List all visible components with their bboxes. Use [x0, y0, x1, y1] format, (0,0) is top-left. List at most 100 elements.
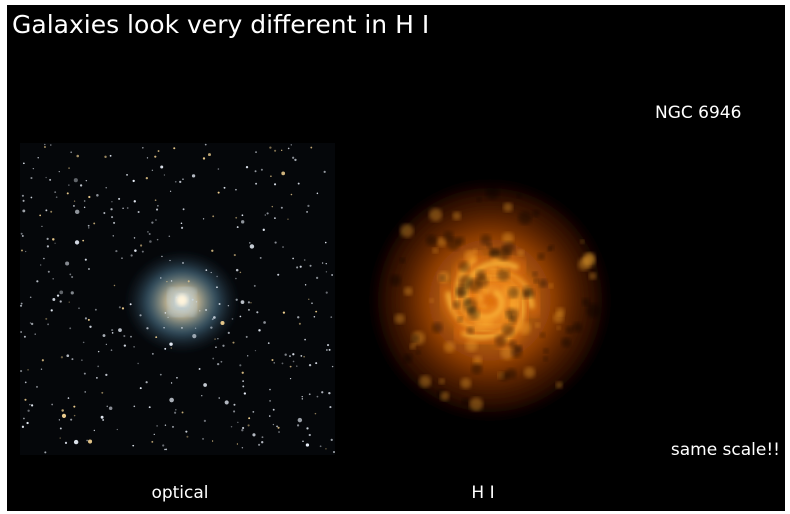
decoration	[389, 274, 402, 287]
decoration	[110, 349, 113, 351]
decoration	[494, 334, 507, 347]
decoration	[245, 335, 248, 338]
decoration	[133, 346, 135, 348]
decoration	[523, 366, 536, 379]
decoration	[586, 303, 601, 318]
decoration	[303, 355, 305, 358]
decoration	[301, 398, 304, 400]
decoration	[475, 269, 486, 280]
decoration	[464, 249, 477, 263]
decoration	[216, 362, 220, 366]
decoration	[170, 382, 173, 384]
decoration	[154, 155, 157, 158]
decoration	[510, 346, 523, 358]
decoration	[252, 433, 256, 437]
decoration	[277, 273, 280, 276]
decoration	[267, 342, 270, 344]
decoration	[289, 377, 292, 380]
decoration	[532, 271, 538, 277]
decoration	[20, 369, 23, 373]
decoration	[65, 261, 70, 266]
decoration	[266, 212, 269, 215]
decoration	[394, 313, 405, 324]
decoration	[21, 249, 23, 252]
decoration	[301, 395, 303, 398]
decoration	[74, 209, 80, 215]
decoration	[274, 241, 277, 244]
decoration	[118, 328, 122, 332]
decoration	[467, 308, 480, 320]
decoration	[284, 353, 287, 356]
decoration	[161, 255, 163, 258]
decoration	[290, 193, 293, 196]
decoration	[34, 333, 36, 335]
decoration	[456, 236, 465, 246]
decoration	[242, 385, 245, 388]
decoration	[533, 278, 539, 284]
decoration	[123, 344, 127, 347]
decoration	[518, 211, 532, 225]
decoration	[452, 300, 461, 309]
decoration	[76, 154, 80, 158]
decoration	[503, 266, 508, 272]
decoration	[321, 262, 324, 264]
decoration	[155, 208, 159, 211]
decoration	[217, 337, 219, 340]
decoration	[314, 412, 317, 415]
decoration	[220, 360, 223, 363]
decoration	[289, 365, 292, 368]
decoration	[488, 247, 500, 259]
decoration	[235, 188, 237, 191]
decoration	[315, 310, 318, 313]
decoration	[502, 312, 511, 321]
decoration	[292, 360, 295, 363]
decoration	[26, 421, 29, 425]
decoration	[480, 234, 492, 246]
decoration	[224, 400, 229, 405]
decoration	[211, 318, 214, 321]
decoration	[156, 425, 158, 427]
decoration	[483, 317, 494, 328]
decoration	[84, 317, 88, 320]
decoration	[472, 355, 483, 365]
decoration	[151, 169, 154, 172]
decoration	[141, 250, 144, 253]
decoration	[485, 185, 500, 200]
decoration	[199, 310, 201, 312]
decoration	[87, 224, 90, 227]
decoration	[256, 311, 259, 314]
decoration	[258, 443, 261, 446]
decoration	[139, 244, 143, 247]
decoration	[235, 298, 238, 301]
decoration	[212, 357, 215, 360]
decoration	[465, 339, 478, 352]
decoration	[580, 239, 585, 244]
decoration	[88, 195, 91, 199]
decoration	[556, 325, 561, 331]
decoration	[64, 441, 68, 444]
decoration	[556, 307, 565, 317]
decoration	[248, 417, 251, 420]
decoration	[29, 403, 31, 406]
decoration	[325, 271, 328, 273]
decoration	[163, 327, 165, 329]
decoration	[502, 232, 514, 245]
decoration	[148, 406, 151, 409]
decoration	[198, 367, 201, 370]
decoration	[255, 151, 257, 153]
decoration	[270, 175, 272, 178]
decoration	[316, 395, 319, 398]
decoration	[164, 312, 167, 314]
decoration	[292, 353, 295, 356]
decoration	[52, 238, 55, 241]
decoration	[278, 431, 280, 433]
decoration	[485, 274, 492, 281]
decoration	[93, 222, 96, 225]
decoration	[310, 146, 313, 149]
decoration	[308, 393, 311, 396]
decoration	[73, 439, 79, 445]
decoration	[85, 179, 88, 182]
decoration	[245, 166, 249, 169]
decoration	[61, 409, 64, 412]
decoration	[241, 447, 244, 449]
